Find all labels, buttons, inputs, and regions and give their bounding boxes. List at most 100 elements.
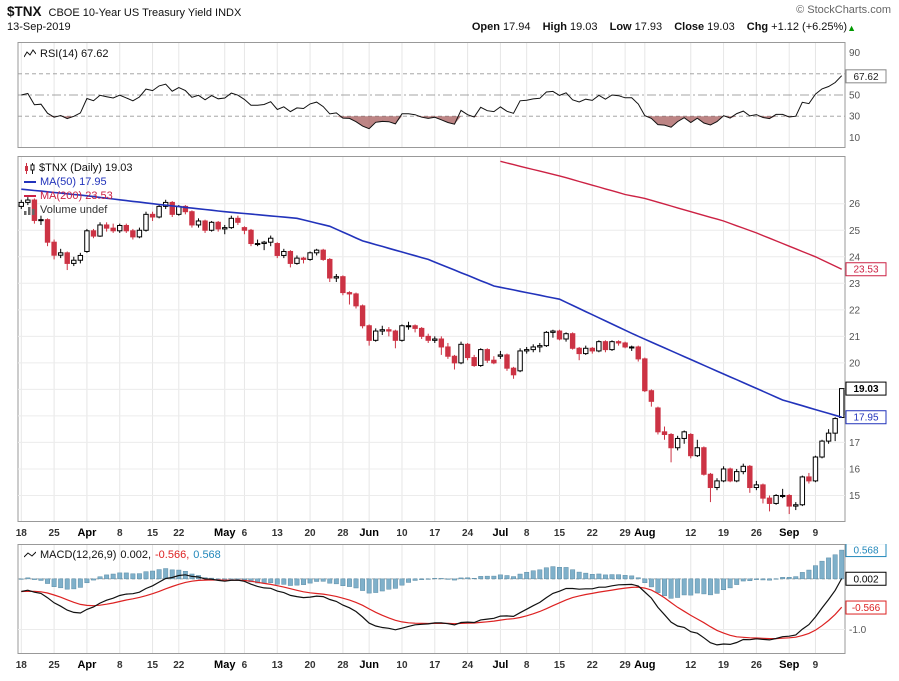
x-axis-day-label: 6 xyxy=(242,660,248,671)
low-label: Low xyxy=(609,21,632,33)
price-legend-main: $TNX (Daily) 19.03 xyxy=(24,161,133,175)
svg-text:22: 22 xyxy=(849,305,861,316)
ma50-legend-label: MA(50) 17.95 xyxy=(40,176,107,188)
vertical-gridlines xyxy=(20,545,816,653)
ma50-legend: MA(50) 17.95 xyxy=(24,175,133,189)
volume-legend: Volume undef xyxy=(24,203,133,217)
svg-text:19.03: 19.03 xyxy=(853,384,878,395)
x-axis-day-label: 29 xyxy=(620,528,632,539)
svg-text:23: 23 xyxy=(849,279,861,290)
x-axis-month-label: Jul xyxy=(492,659,508,671)
copyright: © StockCharts.com xyxy=(796,4,891,16)
svg-text:26: 26 xyxy=(849,199,861,210)
svg-text:24: 24 xyxy=(849,252,861,263)
candlestick-icon xyxy=(25,162,35,174)
close-value: 19.03 xyxy=(707,21,735,33)
svg-text:15: 15 xyxy=(849,491,861,502)
x-axis-day-label: 18 xyxy=(16,528,28,539)
x-axis-month-label: Sep xyxy=(779,659,799,671)
macd-legend-signal: -0.566, xyxy=(155,549,190,561)
volume-legend-label: Volume undef xyxy=(40,204,108,216)
macd-line-icon xyxy=(24,551,36,558)
macd-legend-hist: 0.568 xyxy=(193,549,221,561)
svg-text:50: 50 xyxy=(849,91,861,102)
x-axis-month-label: Aug xyxy=(634,527,655,539)
x-axis-day-label: 13 xyxy=(272,660,284,671)
low-value: 17.93 xyxy=(634,21,663,33)
x-axis-month-label: Apr xyxy=(77,527,97,539)
svg-text:-0.566: -0.566 xyxy=(852,603,881,614)
x-axis-day-label: 9 xyxy=(813,528,819,539)
x-axis-month-label: Aug xyxy=(634,659,655,671)
x-axis-day-label: 8 xyxy=(524,660,530,671)
x-axis-day-label: 20 xyxy=(305,660,317,671)
high-label: High xyxy=(542,21,568,33)
svg-text:-1.0: -1.0 xyxy=(849,625,867,636)
open-label: Open xyxy=(471,21,500,33)
ma200-line xyxy=(500,160,843,270)
x-axis-day-label: 15 xyxy=(147,528,159,539)
macd-panel: -1.0 0.568 0.002 -0.566 xyxy=(17,544,887,654)
svg-text:17.95: 17.95 xyxy=(853,413,878,424)
high-value: 19.03 xyxy=(570,21,598,33)
x-axis-day-label: 12 xyxy=(685,528,697,539)
x-axis-day-label: 29 xyxy=(620,660,632,671)
x-axis-day-label: 22 xyxy=(173,660,185,671)
x-axis-day-label: 20 xyxy=(305,528,317,539)
x-axis-day-label: 8 xyxy=(117,660,123,671)
x-axis-month-label: Apr xyxy=(77,659,97,671)
svg-text:20: 20 xyxy=(849,358,861,369)
x-axis-day-label: 19 xyxy=(718,528,730,539)
x-axis-day-label: 18 xyxy=(16,660,28,671)
x-axis-month-label: Jun xyxy=(359,527,379,539)
x-axis-day-label: 25 xyxy=(49,528,61,539)
x-axis-day-label: 25 xyxy=(49,660,61,671)
volume-bars-icon xyxy=(24,207,35,215)
rsi-legend: RSI(14) 67.62 xyxy=(24,48,108,60)
rsi-line xyxy=(21,75,843,130)
x-axis-day-label: 15 xyxy=(554,660,566,671)
chg-label: Chg xyxy=(746,21,769,33)
ma50-line-icon xyxy=(24,181,36,183)
x-axis-month-label: Sep xyxy=(779,527,799,539)
svg-text:0.002: 0.002 xyxy=(853,574,878,585)
svg-text:23.53: 23.53 xyxy=(853,265,878,276)
x-axis-day-label: 8 xyxy=(117,528,123,539)
x-axis-month-label: May xyxy=(214,527,236,539)
x-axis-day-label: 26 xyxy=(751,660,763,671)
x-axis-day-label: 8 xyxy=(524,528,530,539)
x-axis-day-label: 19 xyxy=(718,660,730,671)
macd-legend-value: 0.002, xyxy=(120,549,152,561)
svg-text:30: 30 xyxy=(849,112,861,123)
ma200-legend-label: MA(200) 23.53 xyxy=(40,190,113,202)
x-axis-day-label: 24 xyxy=(462,660,474,671)
x-axis-day-label: 15 xyxy=(147,660,159,671)
change-up-arrow-icon: ▲ xyxy=(847,23,856,33)
chart-date: 13-Sep-2019 xyxy=(7,21,71,33)
x-axis-day-label: 12 xyxy=(685,660,697,671)
macd-line xyxy=(21,574,843,646)
quote-line: Open 17.94 High 19.03 Low 17.93 Close 19.03 … xyxy=(463,21,847,33)
svg-text:21: 21 xyxy=(849,332,861,343)
x-axis-top: 18 25 Apr 8 15 22 May 6 13 20 28 Jun 10 17 24 Jul 8 15 22 2… xyxy=(16,527,819,539)
x-axis-day-label: 10 xyxy=(396,528,408,539)
svg-text:67.62: 67.62 xyxy=(853,72,878,83)
close-label: Close xyxy=(674,21,705,33)
x-axis-month-label: May xyxy=(214,659,236,671)
candlesticks xyxy=(18,197,845,515)
x-axis-month-label: Jun xyxy=(359,659,379,671)
price-legend-label: $TNX (Daily) 19.03 xyxy=(39,162,133,174)
svg-text:10: 10 xyxy=(849,133,861,144)
ma200-line-icon xyxy=(24,195,36,197)
x-axis-day-label: 15 xyxy=(554,528,566,539)
svg-text:16: 16 xyxy=(849,464,861,475)
x-axis-day-label: 22 xyxy=(173,528,185,539)
x-axis-day-label: 28 xyxy=(337,528,349,539)
x-axis-bottom: 18 25 Apr 8 15 22 May 6 13 20 28 Jun 10 17 24 Jul 8 15 22 2… xyxy=(16,659,819,671)
macd-histogram xyxy=(18,549,845,599)
x-axis-day-label: 22 xyxy=(587,528,599,539)
x-axis-month-label: Jul xyxy=(492,527,508,539)
x-axis-day-label: 22 xyxy=(587,660,599,671)
